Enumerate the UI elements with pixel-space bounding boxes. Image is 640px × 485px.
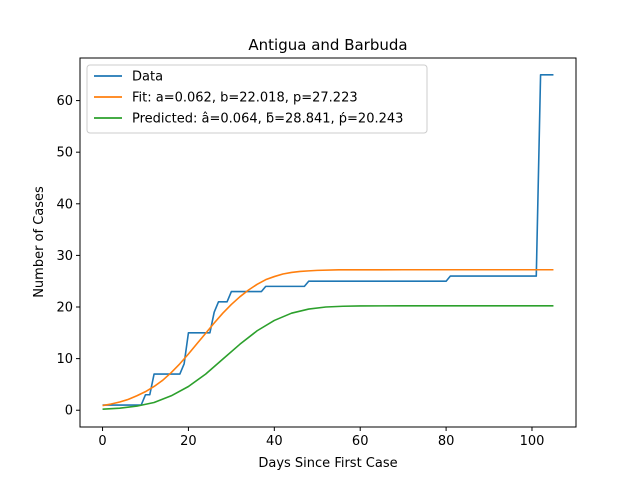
legend-label-2: Predicted: â=0.064, ƃ=28.841, ṕ=20.243 [132,112,403,127]
x-axis-ticks: 0 20 40 60 80 100 [98,427,544,449]
x-axis-label: Days Since First Case [258,456,397,471]
y-tick-label: 60 [56,94,73,109]
x-tick-label: 40 [266,434,283,449]
legend-entries: Data Fit: a=0.062, b=22.018, p=27.223 Pred… [94,70,403,127]
y-tick-label: 0 [65,404,73,419]
legend-label-0: Data [132,70,163,85]
x-tick-label: 20 [180,434,197,449]
series-layer [102,73,554,410]
x-tick-label: 60 [352,434,369,449]
legend-box [86,64,428,134]
plot-frame [79,57,577,428]
y-axis-label: Number of Cases [32,186,47,298]
y-axis-ticks: 0 10 20 30 40 50 60 [56,94,80,419]
x-tick-label: 100 [520,434,545,449]
series-line-0 [102,73,554,406]
y-tick-label: 20 [56,301,73,316]
y-tick-label: 10 [56,352,73,367]
y-tick-label: 30 [56,249,73,264]
legend: Data Fit: a=0.062, b=22.018, p=27.223 Pred… [86,64,428,134]
x-tick-label: 80 [438,434,455,449]
y-tick-label: 40 [56,197,73,212]
chart-title: Antigua and Barbuda [248,36,407,54]
y-tick-label: 50 [56,146,73,161]
series-line-1 [102,268,554,407]
series-line-2 [102,304,554,410]
x-tick-label: 0 [98,434,106,449]
legend-label-1: Fit: a=0.062, b=22.018, p=27.223 [132,91,358,106]
